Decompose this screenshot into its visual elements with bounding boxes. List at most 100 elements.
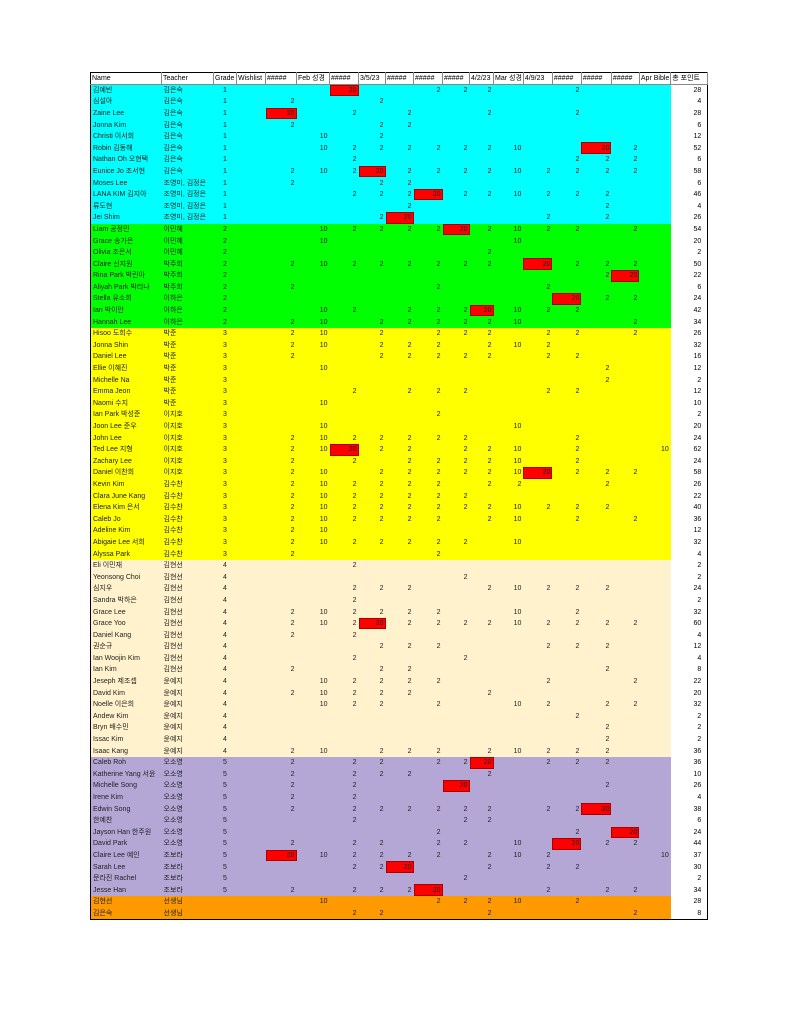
points-cell[interactable]: 2	[575, 898, 580, 906]
points-cell[interactable]: 2	[407, 689, 412, 697]
points-cell[interactable]	[330, 340, 359, 352]
points-cell[interactable]	[330, 467, 359, 479]
points-cell[interactable]: 2	[487, 330, 492, 338]
points-cell[interactable]	[494, 398, 524, 410]
total-points-cell[interactable]: 2	[670, 872, 708, 885]
points-cell[interactable]: 10	[319, 480, 328, 488]
points-cell[interactable]	[494, 571, 524, 583]
student-name-cell[interactable]: Eunice Jo 조서현	[93, 167, 146, 175]
points-cell[interactable]: 2	[290, 353, 295, 361]
total-points-cell[interactable]: 58	[670, 165, 708, 178]
points-cell[interactable]: 2	[407, 666, 412, 674]
points-cell[interactable]	[237, 96, 266, 108]
points-cell[interactable]	[266, 571, 297, 583]
points-cell[interactable]	[470, 560, 494, 572]
grade-cell[interactable]: 1	[223, 214, 227, 222]
points-cell[interactable]	[297, 189, 330, 201]
points-cell[interactable]: 2	[575, 87, 580, 95]
points-cell[interactable]	[386, 780, 414, 792]
points-cell[interactable]: 2	[487, 225, 492, 233]
points-cell[interactable]: 2	[379, 214, 384, 222]
teacher-cell[interactable]: 이민혜	[163, 225, 183, 233]
points-cell[interactable]	[237, 792, 266, 804]
grade-cell[interactable]: 5	[223, 828, 227, 836]
points-cell[interactable]: 2	[487, 191, 492, 199]
points-cell[interactable]: 2	[407, 202, 412, 210]
points-cell[interactable]	[237, 247, 266, 259]
points-cell[interactable]	[443, 850, 470, 862]
points-cell[interactable]	[611, 200, 639, 212]
points-cell[interactable]: 2	[290, 121, 295, 129]
points-cell[interactable]	[581, 873, 611, 885]
grade-cell[interactable]: 4	[223, 689, 227, 697]
teacher-cell[interactable]: 김수찬	[163, 480, 183, 488]
grade-cell[interactable]: 3	[223, 434, 227, 442]
points-cell[interactable]: 10	[513, 585, 522, 593]
points-cell[interactable]	[552, 571, 581, 583]
points-cell[interactable]	[639, 734, 670, 746]
points-cell[interactable]	[581, 861, 611, 873]
points-cell[interactable]	[386, 374, 414, 386]
points-cell[interactable]	[359, 734, 386, 746]
points-cell[interactable]	[552, 340, 581, 352]
points-cell[interactable]	[359, 305, 386, 317]
points-cell[interactable]: 10	[319, 307, 328, 315]
points-cell[interactable]: 2	[352, 538, 357, 546]
student-name-cell[interactable]: Jesse Han	[93, 886, 127, 894]
points-cell[interactable]	[611, 421, 639, 433]
points-cell[interactable]	[359, 247, 386, 259]
points-cell[interactable]	[552, 363, 581, 375]
points-cell[interactable]	[414, 583, 443, 595]
points-cell[interactable]	[237, 119, 266, 131]
points-cell[interactable]	[523, 409, 552, 421]
student-name-cell[interactable]: 김현선	[93, 898, 113, 906]
points-cell[interactable]: 2	[379, 863, 384, 871]
points-cell[interactable]: 2	[575, 585, 580, 593]
points-cell[interactable]: 2	[379, 341, 384, 349]
points-cell[interactable]: 2	[546, 620, 551, 628]
points-cell[interactable]	[470, 884, 494, 896]
points-cell[interactable]	[297, 409, 330, 421]
points-cell[interactable]: 2	[379, 701, 384, 709]
points-cell[interactable]	[237, 316, 266, 328]
points-cell[interactable]	[523, 687, 552, 699]
points-cell[interactable]: 2	[487, 457, 492, 465]
points-cell[interactable]	[443, 131, 470, 143]
points-cell[interactable]	[359, 525, 386, 537]
points-cell[interactable]: 2	[352, 631, 357, 639]
points-cell[interactable]: 2	[436, 898, 441, 906]
points-cell[interactable]	[494, 560, 524, 572]
points-cell[interactable]: 2	[487, 167, 492, 175]
points-cell[interactable]: 2	[290, 538, 295, 546]
points-cell[interactable]	[611, 815, 639, 827]
points-cell[interactable]	[237, 421, 266, 433]
total-points-cell[interactable]: 2	[670, 594, 708, 607]
points-cell[interactable]	[237, 780, 266, 792]
points-cell[interactable]	[414, 780, 443, 792]
grade-cell[interactable]: 3	[223, 469, 227, 477]
points-cell[interactable]: 10	[513, 307, 522, 315]
points-cell[interactable]	[443, 792, 470, 804]
points-cell[interactable]	[443, 861, 470, 873]
points-cell[interactable]	[386, 722, 414, 734]
points-cell[interactable]	[330, 896, 359, 908]
points-cell[interactable]: 2	[487, 446, 492, 454]
points-cell[interactable]: 10	[319, 469, 328, 477]
points-cell[interactable]	[523, 235, 552, 247]
points-cell[interactable]	[359, 571, 386, 583]
teacher-cell[interactable]: 김현선	[163, 596, 183, 604]
teacher-cell[interactable]: 김은숙	[163, 144, 183, 152]
points-cell[interactable]	[386, 757, 414, 769]
points-cell[interactable]	[611, 583, 639, 595]
student-name-cell[interactable]: Noelle 이은희	[93, 701, 135, 709]
points-cell[interactable]: 2	[352, 886, 357, 894]
points-cell[interactable]	[611, 664, 639, 676]
points-cell[interactable]: 2	[290, 469, 295, 477]
points-cell[interactable]	[552, 537, 581, 549]
points-cell[interactable]	[297, 780, 330, 792]
points-cell[interactable]	[330, 328, 359, 340]
grade-cell[interactable]: 4	[223, 724, 227, 732]
points-cell[interactable]: 2	[290, 434, 295, 442]
points-cell[interactable]	[494, 363, 524, 375]
teacher-cell[interactable]: 조보라	[163, 863, 183, 871]
